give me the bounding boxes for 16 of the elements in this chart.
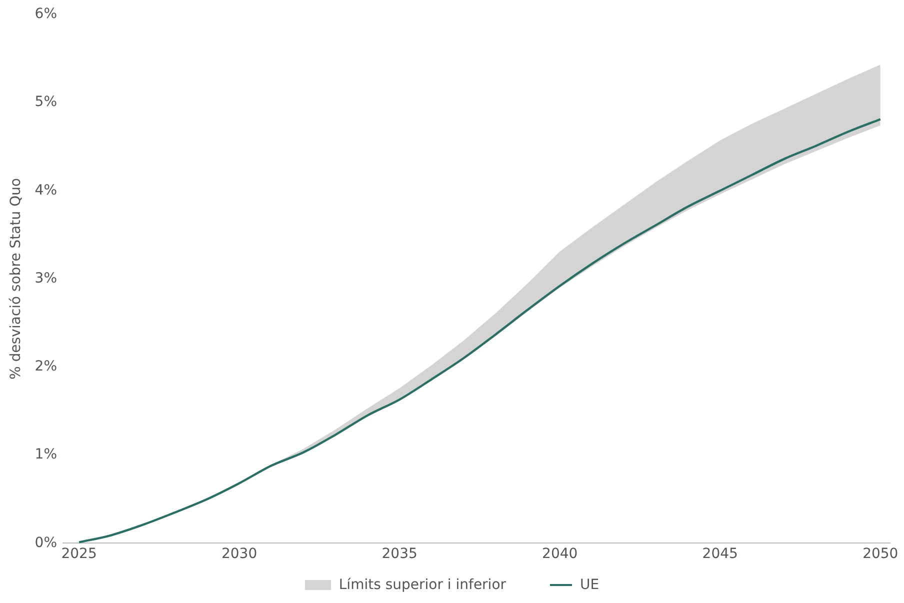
y-tick-label: 4% bbox=[34, 182, 58, 198]
y-tick-label: 0% bbox=[34, 534, 58, 551]
x-tick-label: 2030 bbox=[221, 546, 258, 562]
y-tick-label: 3% bbox=[34, 270, 58, 286]
y-tick-label: 1% bbox=[34, 446, 58, 463]
y-tick-label: 2% bbox=[34, 358, 58, 375]
y-tick-label: 6% bbox=[34, 6, 58, 22]
y-tick-label: 5% bbox=[34, 94, 58, 110]
x-tick-label: 2045 bbox=[702, 546, 738, 562]
x-tick-label: 2025 bbox=[61, 546, 97, 562]
x-tick-label: 2050 bbox=[862, 546, 898, 562]
x-tick-label: 2035 bbox=[382, 546, 418, 562]
x-tick-label: 2040 bbox=[542, 546, 578, 562]
y-axis-title: % desviació sobre Statu Quo bbox=[8, 178, 24, 380]
legend-label: UE bbox=[580, 577, 600, 593]
text: Límits superior i inferior bbox=[338, 577, 506, 593]
